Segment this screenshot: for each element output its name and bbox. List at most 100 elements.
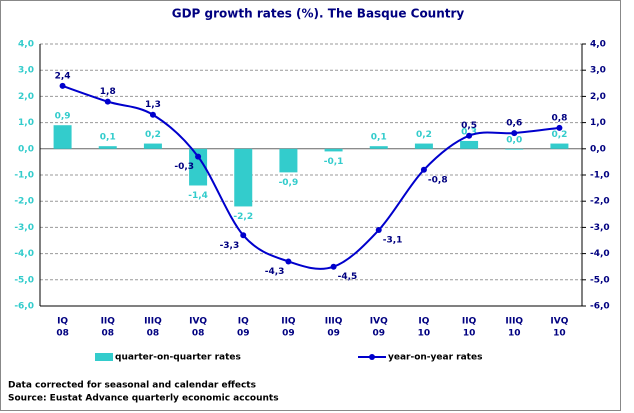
x-tick-label: 10 [508, 329, 521, 339]
y2-tick-label: 0,0 [590, 144, 606, 154]
line-label: 2,4 [55, 71, 71, 81]
bar [234, 148, 253, 207]
bar-label: -1,4 [188, 191, 208, 201]
bar-label: 0,3 [461, 127, 477, 137]
x-tick-label: IQ [57, 317, 68, 327]
bar-label: 0,2 [416, 130, 432, 140]
y2-tick-label: 4,0 [590, 40, 606, 50]
y-tick-label: 3,0 [18, 66, 34, 76]
x-tick-label: 10 [553, 329, 566, 339]
line-marker [240, 232, 247, 239]
bar [414, 143, 433, 149]
chart-title: GDP growth rates (%). The Basque Country [172, 7, 465, 21]
x-tick-label: 10 [418, 329, 431, 339]
y-tick-label: -6,0 [14, 302, 34, 312]
line-marker [285, 258, 292, 265]
bar-label: 0,9 [55, 112, 71, 122]
border [0, 0, 621, 411]
bar [98, 146, 117, 149]
y2-tick-label: 2,0 [590, 92, 606, 102]
line-label: -4,3 [265, 267, 285, 277]
bar [550, 143, 569, 149]
legend-label: year-on-year rates [388, 353, 482, 363]
line-label: 0,8 [551, 113, 567, 123]
bar [279, 148, 298, 173]
line-label: -3,1 [383, 236, 403, 246]
x-tick-label: 08 [56, 329, 69, 339]
y-tick-label: -3,0 [14, 223, 34, 233]
x-tick-label: 09 [282, 329, 295, 339]
bar-label: 0,0 [506, 135, 522, 145]
y2-tick-label: -6,0 [590, 302, 610, 312]
x-tick-label: 08 [101, 329, 114, 339]
y-tick-label: 4,0 [18, 40, 34, 50]
x-tick-label: IIQ [101, 317, 116, 327]
bar-label: 0,2 [551, 130, 567, 140]
x-tick-label: 10 [463, 329, 476, 339]
x-tick-label: IVQ [550, 317, 568, 327]
y2-tick-label: -1,0 [590, 171, 610, 181]
line-marker [420, 166, 427, 173]
y-tick-label: -2,0 [14, 197, 34, 207]
line-label: 0,6 [506, 119, 522, 129]
line-label: -0,3 [174, 162, 194, 172]
line-marker [511, 130, 518, 137]
line-marker [195, 153, 202, 160]
y2-tick-label: -5,0 [590, 275, 610, 285]
bar [505, 148, 524, 150]
bar-label: 0,1 [371, 133, 387, 143]
line-marker [556, 124, 563, 131]
x-tick-label: IIIQ [505, 317, 523, 327]
x-tick-label: 09 [372, 329, 385, 339]
note: Source: Eustat Advance quarterly economi… [8, 394, 279, 404]
line-label: 1,8 [100, 87, 116, 97]
line-marker [104, 98, 111, 105]
legend-swatch [369, 354, 375, 360]
line-label: -0,8 [428, 175, 448, 185]
bar [369, 146, 388, 149]
y2-tick-label: -4,0 [590, 249, 610, 259]
x-tick-label: 08 [147, 329, 160, 339]
legend-label: quarter-on-quarter rates [115, 353, 241, 363]
y2-tick-label: -3,0 [590, 223, 610, 233]
line-label: -3,3 [220, 241, 240, 251]
bar [460, 140, 479, 149]
x-tick-label: IVQ [370, 317, 388, 327]
bar-label: -2,2 [233, 212, 253, 222]
x-tick-label: 09 [327, 329, 340, 339]
x-tick-label: IQ [238, 317, 249, 327]
y-tick-label: -1,0 [14, 171, 34, 181]
line-label: 1,3 [145, 100, 161, 110]
bar [143, 143, 162, 149]
line-label: 0,5 [461, 121, 477, 131]
x-tick-label: IIQ [462, 317, 477, 327]
bar [324, 148, 343, 152]
y-tick-label: -4,0 [14, 249, 34, 259]
bar-label: 0,2 [145, 130, 161, 140]
x-tick-label: 09 [237, 329, 250, 339]
bar-label: -0,1 [324, 157, 344, 167]
legend-swatch [95, 353, 113, 361]
x-tick-label: 08 [192, 329, 205, 339]
y-tick-label: 0,0 [18, 144, 34, 154]
bar-label: 0,1 [100, 133, 116, 143]
x-tick-label: IIQ [281, 317, 296, 327]
x-tick-label: IQ [418, 317, 429, 327]
note: Data corrected for seasonal and calendar… [8, 381, 256, 391]
bar-label: -0,9 [279, 178, 299, 188]
line-label: -4,5 [338, 272, 358, 282]
bar [53, 125, 72, 149]
y-tick-label: 2,0 [18, 92, 34, 102]
y2-tick-label: 1,0 [590, 118, 606, 128]
line-marker [149, 111, 156, 118]
y2-tick-label: -2,0 [590, 197, 610, 207]
y2-tick-label: 3,0 [590, 66, 606, 76]
line-marker [466, 132, 473, 139]
y-tick-label: -5,0 [14, 275, 34, 285]
x-tick-label: IVQ [189, 317, 207, 327]
line-marker [59, 82, 66, 89]
line-marker [330, 263, 337, 270]
x-tick-label: IIIQ [144, 317, 162, 327]
line-marker [375, 227, 382, 234]
